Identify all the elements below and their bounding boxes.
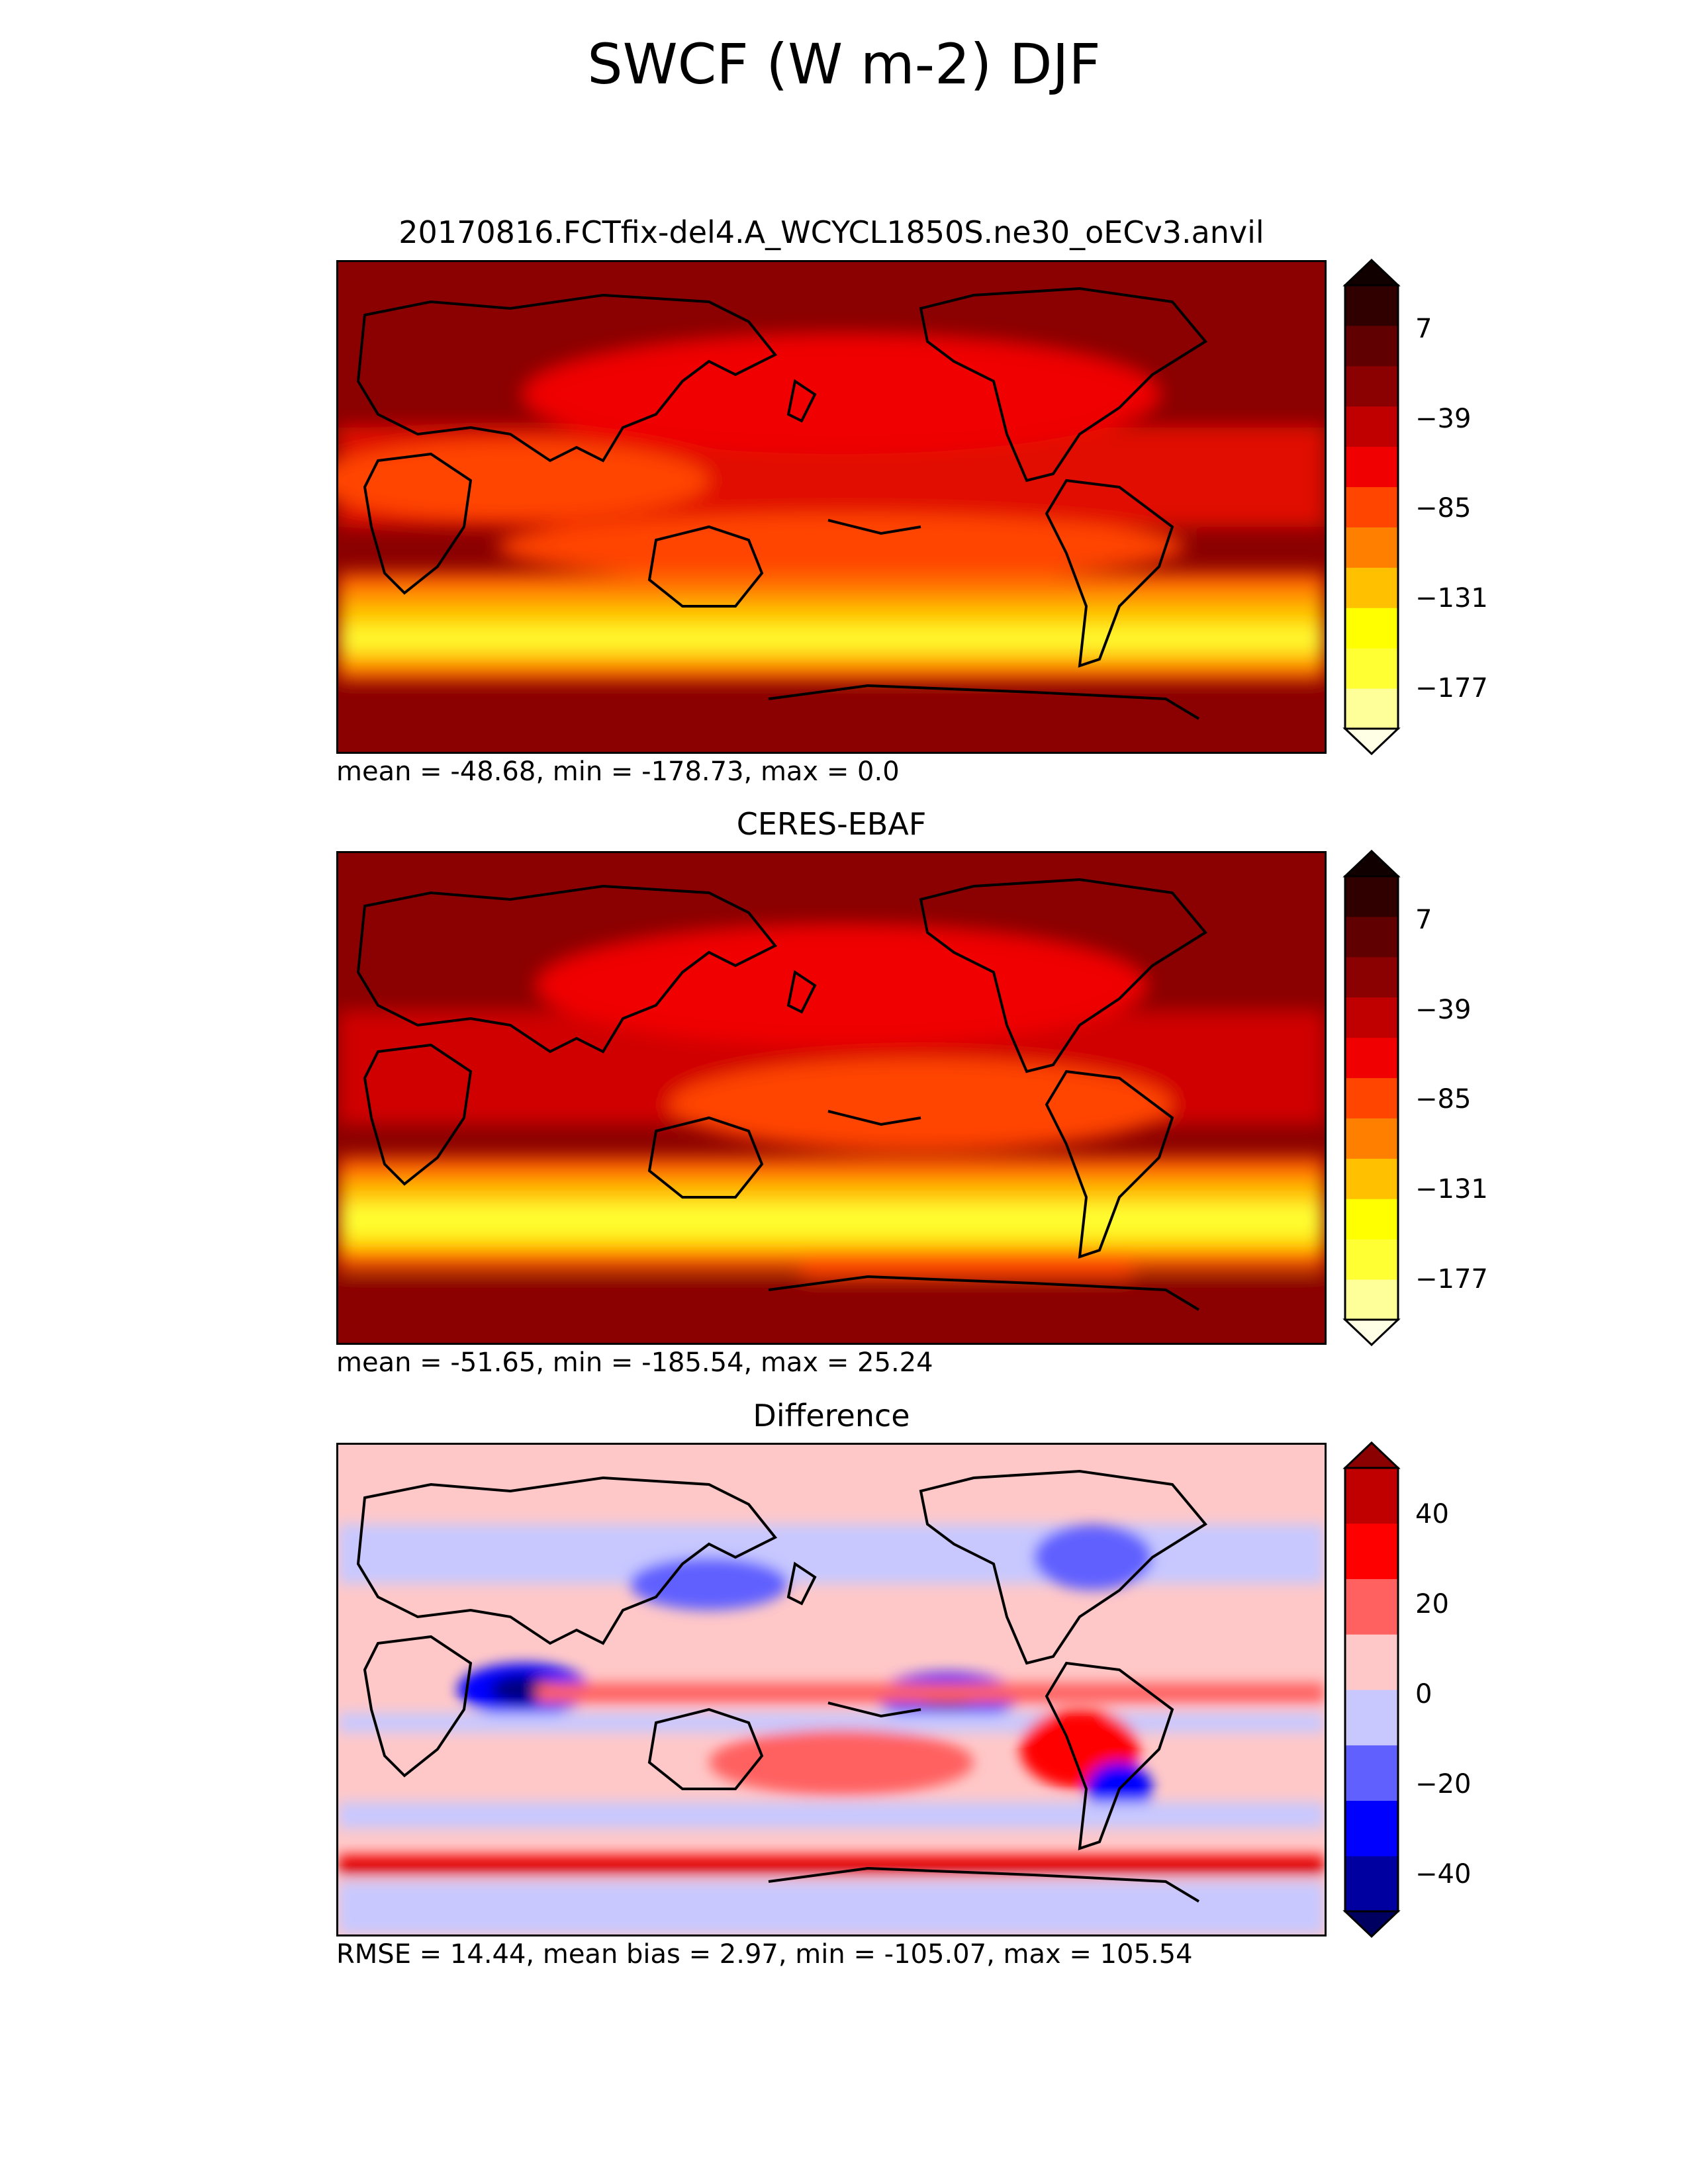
map-test	[336, 260, 1327, 754]
colorbar-difference-tick: 20	[1415, 1589, 1449, 1619]
colorbar-test-swatch	[1345, 688, 1398, 729]
colorbar-difference-tick: 0	[1415, 1679, 1432, 1709]
colorbar-reference-tick: −177	[1415, 1264, 1488, 1295]
colorbar-difference-swatch	[1345, 1745, 1398, 1801]
colorbar-reference-tick: 7	[1415, 905, 1432, 935]
colorbar-reference-swatch	[1345, 916, 1398, 958]
colorbar-test-frame	[1344, 284, 1399, 730]
colorbar-test-swatch	[1345, 325, 1398, 367]
colorbar-reference-tick: −85	[1415, 1084, 1472, 1115]
colorbar-reference-swatch	[1345, 1037, 1398, 1079]
colorbar-test	[1342, 258, 1401, 756]
colorbar-difference-swatch	[1345, 1634, 1398, 1690]
colorbar-reference-swatch	[1345, 1158, 1398, 1199]
colorbar-test-swatches	[1342, 258, 1401, 756]
map-test-field	[338, 262, 1325, 752]
colorbar-reference-extend-low	[1342, 1318, 1401, 1347]
colorbar-difference	[1342, 1441, 1401, 1938]
colorbar-difference-swatch	[1345, 1578, 1398, 1635]
stats-reference: mean = -51.65, min = -185.54, max = 25.2…	[336, 1347, 933, 1378]
colorbar-difference-swatch	[1345, 1468, 1398, 1524]
colorbar-reference-tick: −39	[1415, 995, 1472, 1025]
map-difference-field	[338, 1445, 1325, 1934]
panel-title-difference: Difference	[753, 1398, 910, 1433]
colorbar-test-swatch	[1345, 527, 1398, 568]
colorbar-difference-swatches	[1342, 1441, 1401, 1938]
colorbar-reference-extend-high	[1342, 849, 1401, 878]
colorbar-difference-swatch	[1345, 1523, 1398, 1579]
colorbar-reference	[1342, 849, 1401, 1347]
colorbar-test-tick: 7	[1415, 314, 1432, 344]
coastlines	[356, 287, 1208, 720]
colorbar-test-swatch	[1345, 406, 1398, 447]
stats-test: mean = -48.68, min = -178.73, max = 0.0	[336, 756, 900, 787]
colorbar-difference-swatch	[1345, 1690, 1398, 1746]
panel-title-reference: CERES-EBAF	[736, 806, 927, 842]
colorbar-reference-swatch	[1345, 1239, 1398, 1280]
colorbar-difference-swatch	[1345, 1856, 1398, 1912]
colorbar-difference-extend-low	[1342, 1910, 1401, 1938]
panel-title-test: 20170816.FCTfix-del4.A_WCYCL1850S.ne30_o…	[399, 214, 1264, 250]
colorbar-reference-swatch	[1345, 876, 1398, 917]
colorbar-reference-swatch	[1345, 1199, 1398, 1240]
colorbar-reference-swatch	[1345, 1077, 1398, 1118]
colorbar-test-swatch	[1345, 567, 1398, 608]
colorbar-reference-swatch	[1345, 1118, 1398, 1159]
colorbar-reference-swatch	[1345, 1279, 1398, 1320]
colorbar-test-tick: −39	[1415, 404, 1472, 434]
figure-title: SWCF (W m-2) DJF	[587, 32, 1101, 97]
colorbar-test-swatch	[1345, 365, 1398, 407]
colorbar-test-extend-high	[1342, 258, 1401, 287]
coastlines	[356, 1469, 1208, 1903]
colorbar-reference-tick: −131	[1415, 1174, 1488, 1205]
coastlines	[356, 878, 1208, 1311]
colorbar-test-swatch	[1345, 608, 1398, 649]
colorbar-difference-tick: −40	[1415, 1859, 1472, 1889]
colorbar-difference-frame	[1344, 1467, 1399, 1913]
colorbar-difference-tick: 40	[1415, 1499, 1449, 1529]
colorbar-test-tick: −85	[1415, 493, 1472, 523]
colorbar-difference-swatch	[1345, 1800, 1398, 1856]
stats-difference: RMSE = 14.44, mean bias = 2.97, min = -1…	[336, 1939, 1193, 1970]
colorbar-test-swatch	[1345, 285, 1398, 326]
colorbar-difference-extend-high	[1342, 1441, 1401, 1469]
colorbar-reference-swatch	[1345, 997, 1398, 1038]
colorbar-reference-swatch	[1345, 956, 1398, 998]
colorbar-test-swatch	[1345, 486, 1398, 527]
map-difference	[336, 1443, 1327, 1936]
colorbar-difference-tick: −20	[1415, 1769, 1472, 1799]
colorbar-test-swatch	[1345, 446, 1398, 488]
colorbar-test-tick: −177	[1415, 673, 1488, 704]
map-reference	[336, 851, 1327, 1345]
colorbar-test-swatch	[1345, 648, 1398, 689]
colorbar-reference-swatches	[1342, 849, 1401, 1347]
colorbar-reference-frame	[1344, 875, 1399, 1321]
colorbar-test-tick: −131	[1415, 583, 1488, 614]
map-reference-field	[338, 853, 1325, 1343]
colorbar-test-extend-low	[1342, 727, 1401, 756]
